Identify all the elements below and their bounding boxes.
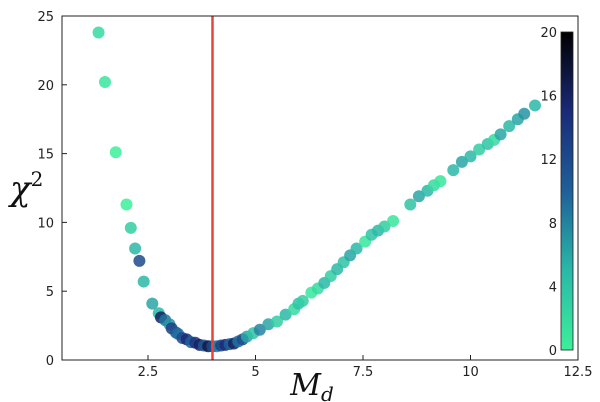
x-axis-title: Md (289, 368, 334, 402)
scatter-point (146, 297, 159, 310)
scatter-point (129, 242, 142, 255)
x-tick-label: 7.5 (353, 365, 374, 380)
y-tick-label: 15 (37, 148, 54, 163)
colorbar-gradient (560, 31, 574, 351)
scatter-point (404, 198, 417, 211)
scatter-point (253, 323, 266, 336)
x-tick-label: 12.5 (564, 365, 593, 380)
scatter-point (455, 155, 468, 168)
y-tick-label: 0 (46, 354, 54, 369)
scatter-point (473, 143, 486, 156)
colorbar-tick-label: 12 (540, 153, 557, 168)
x-tick-label: 10 (462, 365, 479, 380)
y-tick-label: 25 (37, 10, 54, 25)
x-tick-label: 5 (251, 365, 259, 380)
scatter-point (271, 315, 283, 328)
scatter-point (447, 164, 460, 177)
scatter-point (529, 99, 541, 112)
colorbar-tick-label: 0 (549, 344, 557, 359)
scatter-point (137, 275, 150, 288)
y-axis-ticks: 0 5 10 15 20 25 (37, 10, 67, 369)
scatter-point (296, 294, 309, 307)
scatter-point (464, 150, 477, 163)
colorbar-tick-label: 8 (549, 217, 557, 232)
x-tick-label: 2.5 (138, 365, 159, 380)
scatter-points (92, 26, 541, 353)
colorbar-tick-label: 20 (540, 26, 557, 41)
scatter-point (412, 190, 425, 203)
scatter-point (120, 198, 133, 211)
y-tick-label: 5 (46, 285, 54, 300)
colorbar-tick-label: 4 (549, 280, 557, 295)
colorbar-tick-label: 16 (540, 90, 557, 105)
scatter-point (92, 26, 105, 39)
scatter-point (518, 107, 531, 120)
plot-area (92, 16, 541, 360)
y-axis-title: χ2 (8, 167, 43, 209)
y-tick-label: 20 (37, 79, 54, 94)
scatter-point (124, 221, 137, 234)
scatter-point (387, 215, 400, 228)
scatter-point (494, 128, 507, 141)
y-tick-label: 10 (37, 216, 54, 231)
scatter-point (350, 242, 363, 255)
plot-frame (61, 15, 579, 361)
scatter-point (434, 175, 447, 188)
scatter-point (109, 146, 122, 159)
scatter-point (133, 254, 146, 267)
x-axis-ticks: 2.5 5 7.5 10 12.5 (138, 355, 593, 380)
scatter-point (378, 220, 391, 233)
scatter-point (99, 76, 111, 89)
scatter-point (279, 308, 292, 321)
scatter-point (503, 120, 516, 133)
colorbar-tick-labels: 0 4 8 12 16 20 (540, 26, 557, 359)
colorbar: 0 4 8 12 16 20 (540, 26, 574, 359)
